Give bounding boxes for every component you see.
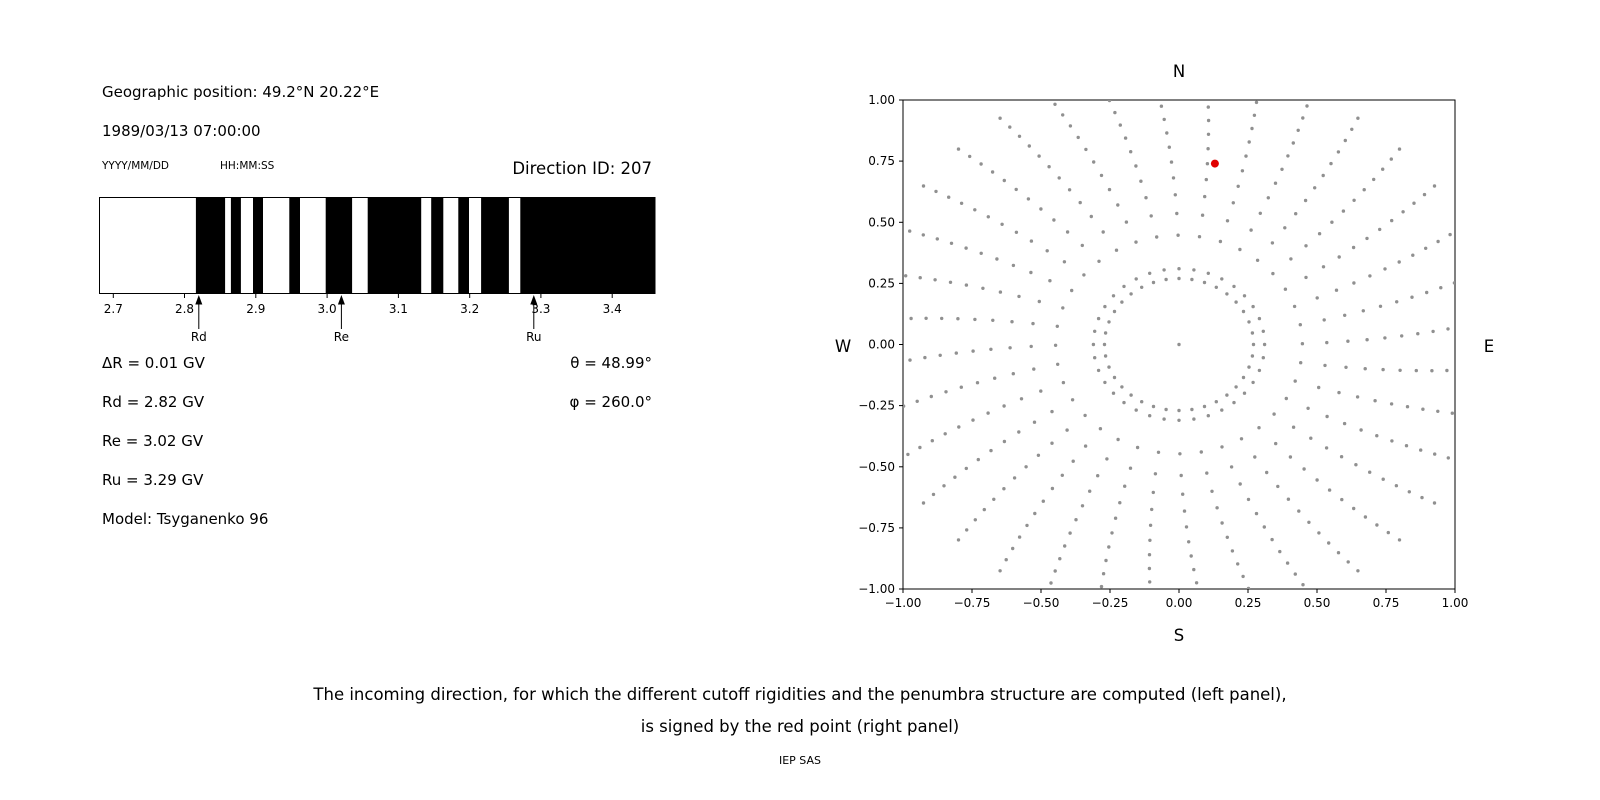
- svg-text:3.0: 3.0: [318, 302, 337, 316]
- svg-text:0.75: 0.75: [1373, 596, 1400, 610]
- rd-value: Rd = 2.82 GV: [102, 393, 205, 411]
- direction-id-text: Direction ID: 207: [512, 159, 652, 178]
- ru-value: Ru = 3.29 GV: [102, 471, 204, 489]
- svg-text:0.00: 0.00: [868, 338, 895, 352]
- svg-text:3.3: 3.3: [531, 302, 550, 316]
- svg-text:0.00: 0.00: [1166, 596, 1193, 610]
- direction-map-plot: −1.00 −0.75 −0.50 −0.25 0.00 0.25 0.50 0.75 1.00…: [858, 93, 1469, 610]
- svg-text:−0.50: −0.50: [858, 460, 895, 474]
- svg-text:Ru: Ru: [526, 330, 541, 344]
- compass-west-label: W: [834, 337, 852, 356]
- svg-text:−0.75: −0.75: [954, 596, 991, 610]
- geo-position-text: Geographic position: 49.2°N 20.22°E: [102, 83, 380, 101]
- penumbra-plot: 2.7 2.8 2.9 3.0 3.1 3.2 3.3 3.4 Rd Re Ru: [99, 197, 656, 344]
- svg-text:2.8: 2.8: [175, 302, 194, 316]
- datetime-text: 1989/03/13 07:00:00: [102, 122, 261, 140]
- caption-line-1: The incoming direction, for which the di…: [313, 685, 1287, 704]
- theta-value: θ = 48.99°: [570, 354, 652, 372]
- svg-text:3.4: 3.4: [603, 302, 622, 316]
- footer-credit: IEP SAS: [778, 754, 822, 767]
- svg-text:0.50: 0.50: [1304, 596, 1331, 610]
- svg-text:0.75: 0.75: [868, 154, 895, 168]
- caption-line-2: is signed by the red point (right panel): [640, 717, 960, 736]
- svg-text:1.00: 1.00: [868, 93, 895, 107]
- compass-south-label: S: [1173, 626, 1185, 645]
- svg-text:−0.25: −0.25: [1092, 596, 1129, 610]
- compass-north-label: N: [1172, 62, 1186, 81]
- svg-text:0.50: 0.50: [868, 215, 895, 229]
- svg-text:−0.25: −0.25: [858, 399, 895, 413]
- svg-text:−0.75: −0.75: [858, 521, 895, 535]
- svg-text:0.25: 0.25: [868, 276, 895, 290]
- svg-text:Re: Re: [334, 330, 349, 344]
- phi-value: φ = 260.0°: [569, 393, 652, 411]
- compass-east-label: E: [1483, 337, 1495, 356]
- svg-text:1.00: 1.00: [1442, 596, 1469, 610]
- model-label: Model: Tsyganenko 96: [102, 510, 269, 528]
- delta-r-value: ΔR = 0.01 GV: [102, 354, 205, 372]
- time-format-label: HH:MM:SS: [220, 160, 275, 172]
- svg-text:3.2: 3.2: [460, 302, 479, 316]
- date-format-label: YYYY/MM/DD: [102, 160, 170, 172]
- svg-text:−1.00: −1.00: [885, 596, 922, 610]
- svg-text:2.7: 2.7: [104, 302, 123, 316]
- svg-text:3.1: 3.1: [389, 302, 408, 316]
- svg-text:0.25: 0.25: [1235, 596, 1262, 610]
- re-value: Re = 3.02 GV: [102, 432, 204, 450]
- svg-text:−0.50: −0.50: [1023, 596, 1060, 610]
- svg-text:−1.00: −1.00: [858, 582, 895, 596]
- svg-text:Rd: Rd: [191, 330, 207, 344]
- svg-text:2.9: 2.9: [246, 302, 265, 316]
